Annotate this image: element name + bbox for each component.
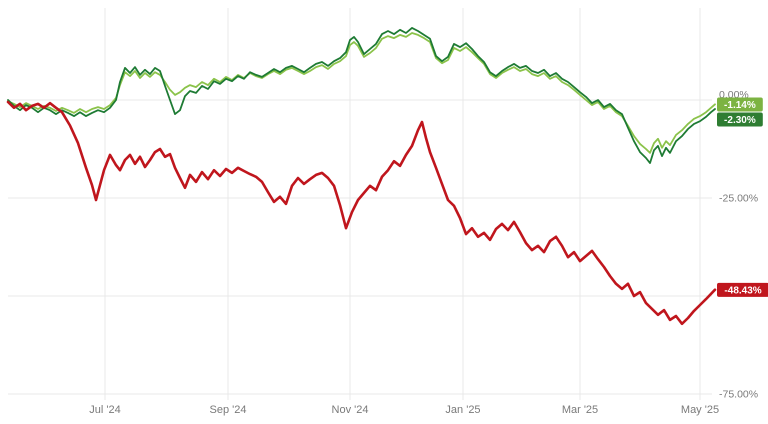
x-tick-label: Mar '25 — [562, 404, 598, 416]
badge-light-green-label: -1.14% — [724, 100, 756, 111]
series-light-green — [7, 32, 716, 154]
badge-light-green — [717, 97, 763, 112]
badge-dark-green-label: -2.30% — [724, 115, 756, 126]
badge-red-label: -48.43% — [724, 285, 761, 296]
x-tick-label: May '25 — [681, 404, 719, 416]
x-tick-label: Sep '24 — [210, 404, 247, 416]
badge-red — [717, 282, 768, 297]
y-tick-label: -25.00% — [719, 193, 758, 205]
badge-dark-green — [717, 112, 763, 127]
x-tick-label: Nov '24 — [332, 404, 369, 416]
y-tick-label: -75.00% — [719, 389, 758, 401]
series-red — [6, 100, 717, 326]
x-tick-label: Jul '24 — [89, 404, 120, 416]
x-tick-label: Jan '25 — [445, 404, 480, 416]
series-dark-green — [7, 26, 716, 165]
